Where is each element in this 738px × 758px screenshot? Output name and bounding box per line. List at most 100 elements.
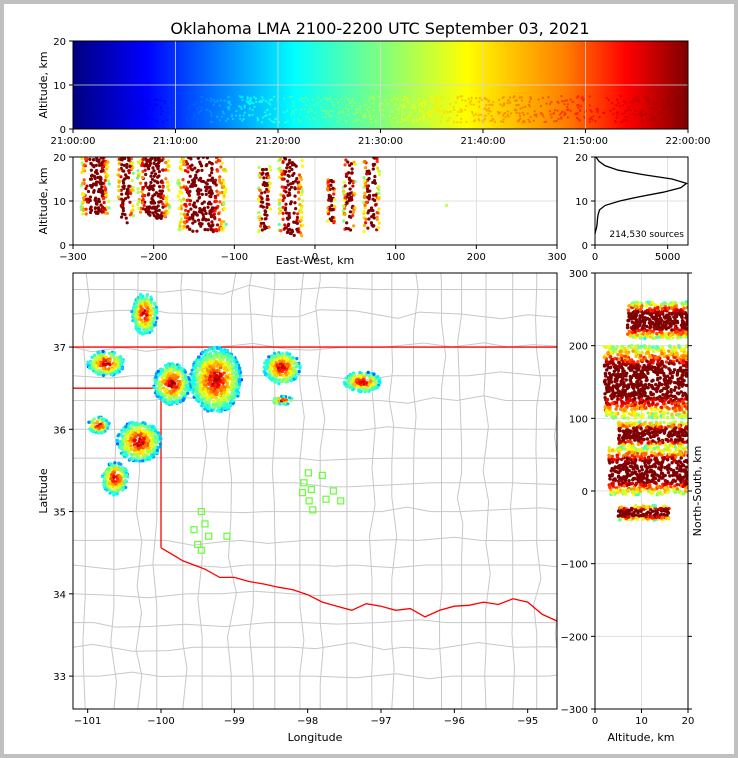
- plan-view-source: [113, 362, 118, 366]
- ew-altitude-source: [151, 166, 155, 170]
- time-altitude-source: [360, 120, 363, 123]
- plan-view-source: [129, 436, 133, 441]
- ew-altitude-source: [281, 177, 285, 181]
- time-altitude-source: [527, 118, 530, 121]
- ew-altitude-source: [375, 157, 379, 161]
- ew-altitude-source: [89, 177, 94, 181]
- time-altitude-source: [344, 104, 348, 107]
- ew-altitude-source: [365, 172, 369, 176]
- time-altitude-source: [430, 111, 433, 114]
- time-altitude-source: [382, 109, 385, 112]
- ew-altitude-source: [79, 205, 83, 209]
- ew-altitude-source: [187, 217, 192, 221]
- plan-view-source: [279, 362, 283, 366]
- time-altitude-source: [487, 112, 490, 115]
- ew-altitude-source: [215, 157, 219, 160]
- ew-altitude-source: [264, 210, 268, 214]
- plan-view-source: [173, 374, 177, 378]
- time-altitude-source: [467, 97, 470, 100]
- time-altitude-source: [309, 108, 312, 111]
- time-altitude-source: [357, 119, 360, 122]
- ew-altitude-source: [200, 208, 204, 212]
- plan-view-source: [230, 364, 234, 369]
- plan-view-source: [227, 366, 231, 370]
- ew-altitude-source: [364, 221, 368, 225]
- plan-view-source: [96, 350, 101, 354]
- ew-altitude-source: [95, 171, 99, 176]
- time-altitude-source: [645, 113, 648, 116]
- ew-altitude-source: [296, 212, 300, 216]
- ew-altitude-source: [199, 224, 203, 228]
- time-altitude-source: [547, 96, 550, 99]
- time-axis-tick-label: 22:00:00: [666, 136, 711, 147]
- ew-altitude-source: [264, 217, 268, 221]
- time-altitude-source: [448, 110, 451, 113]
- time-altitude-source: [550, 116, 553, 119]
- plan-view-source: [146, 325, 150, 329]
- plan-view-source: [155, 386, 159, 391]
- ew-altitude-source: [117, 173, 121, 177]
- ew-altitude-source: [260, 191, 264, 195]
- ew-altitude-source: [153, 210, 158, 214]
- time-altitude-source: [651, 107, 654, 110]
- time-altitude-source: [372, 109, 375, 112]
- plan-view-source: [194, 393, 198, 398]
- plan-view-source: [117, 462, 121, 466]
- time-altitude-source: [74, 120, 77, 124]
- ew-altitude-source: [300, 158, 304, 163]
- ew-altitude-source: [127, 158, 131, 162]
- time-altitude-source: [87, 99, 91, 102]
- ew-altitude-source: [199, 176, 203, 180]
- time-altitude-source: [524, 105, 527, 108]
- ew-altitude-source: [155, 162, 159, 167]
- time-altitude-source: [478, 97, 482, 100]
- time-altitude-source: [170, 101, 173, 105]
- time-altitude-source: [459, 111, 463, 114]
- plan-view-source: [218, 379, 222, 383]
- time-altitude-source: [518, 112, 521, 115]
- time-altitude-source: [577, 118, 580, 121]
- time-altitude-source: [177, 113, 180, 116]
- plan-view-source: [196, 384, 200, 388]
- time-altitude-source: [181, 113, 184, 117]
- ew-altitude-source: [126, 176, 131, 180]
- ew-altitude-source: [210, 206, 215, 210]
- time-altitude-source: [539, 104, 543, 108]
- plan-view-source: [116, 488, 121, 493]
- plan-view-source: [101, 430, 105, 434]
- time-altitude-source: [351, 104, 354, 107]
- time-altitude-source: [422, 118, 425, 121]
- ew-altitude-source: [159, 195, 163, 199]
- time-altitude-source: [261, 96, 264, 99]
- ew-altitude-source: [103, 188, 108, 192]
- plan-view-source: [158, 434, 162, 438]
- plan-view-source: [237, 382, 242, 386]
- time-altitude-source: [452, 105, 455, 109]
- plan-view-source: [117, 433, 121, 437]
- ew-altitude-source: [296, 230, 300, 234]
- plan-view-source: [370, 387, 374, 391]
- time-altitude-source: [602, 111, 606, 114]
- ew-altitude-source: [152, 169, 156, 173]
- plan-view-source: [209, 408, 214, 413]
- plan-view-source: [87, 420, 91, 424]
- time-altitude-source: [548, 110, 552, 113]
- plan-view-source: [148, 315, 152, 319]
- time-altitude-source: [239, 96, 242, 99]
- time-altitude-source: [634, 109, 637, 112]
- ew-altitude-source: [180, 217, 184, 221]
- ew-altitude-source: [193, 166, 197, 170]
- ew-altitude-source: [331, 207, 335, 211]
- plan-view-source: [219, 385, 223, 389]
- ew-altitude-source: [129, 188, 133, 192]
- time-altitude-source: [640, 109, 643, 112]
- time-altitude-source: [556, 109, 559, 112]
- plan-view-source: [280, 369, 285, 374]
- ew-altitude-source: [188, 199, 193, 203]
- ew-altitude-source: [268, 165, 272, 169]
- time-altitude-source: [323, 97, 326, 100]
- plan-view-source: [268, 370, 272, 374]
- time-altitude-source: [598, 115, 601, 119]
- ew-axis-tick-label: 100: [386, 252, 405, 263]
